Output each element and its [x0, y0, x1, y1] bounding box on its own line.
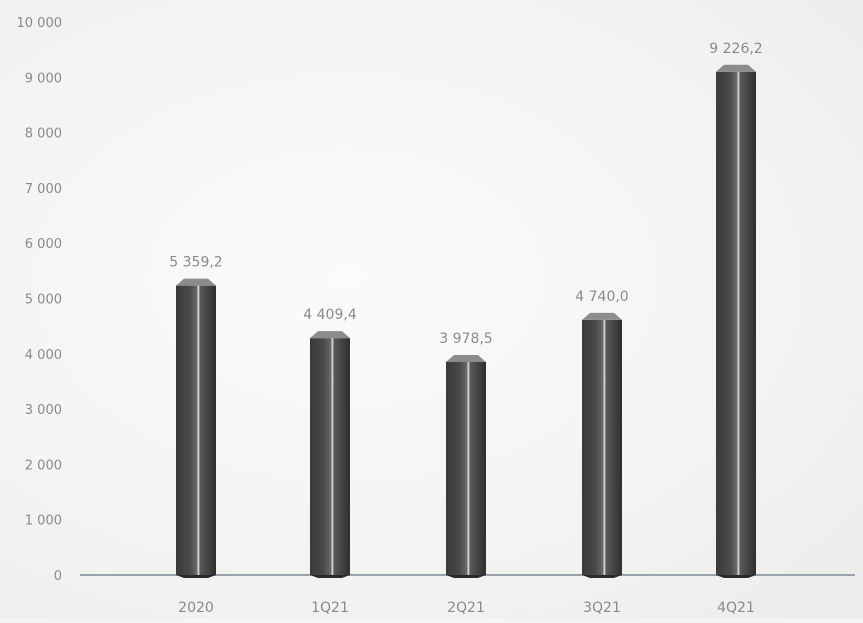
y-tick-label: 2 000 — [25, 458, 62, 473]
x-tick-label: 2020 — [178, 600, 214, 616]
bar-base — [176, 575, 216, 578]
bar-face — [310, 338, 350, 575]
bar-top — [446, 355, 486, 362]
y-tick-label: 4 000 — [25, 348, 62, 363]
bar-top — [716, 65, 756, 72]
x-tick-label: 1Q21 — [311, 600, 349, 616]
bar-face — [582, 320, 622, 575]
data-label: 3 978,5 — [439, 331, 492, 347]
bar-base — [310, 575, 350, 578]
bar-base — [582, 575, 622, 578]
y-tick-label: 9 000 — [25, 71, 62, 86]
y-tick-label: 1 000 — [25, 514, 62, 529]
data-label: 4 740,0 — [575, 289, 628, 305]
y-tick-label: 8 000 — [25, 127, 62, 142]
y-tick-label: 6 000 — [25, 237, 62, 252]
y-tick-label: 3 000 — [25, 403, 62, 418]
bars — [176, 65, 756, 578]
x-axis-ticks: 2020 1Q21 2Q21 3Q21 4Q21 — [178, 600, 755, 616]
y-tick-label: 0 — [54, 569, 62, 584]
bar-face — [716, 72, 756, 575]
x-tick-label: 2Q21 — [447, 600, 485, 616]
bar-base — [716, 575, 756, 578]
bar-top — [582, 313, 622, 320]
bar — [716, 65, 756, 578]
x-tick-label: 4Q21 — [717, 600, 755, 616]
bar — [176, 279, 216, 578]
bar-top — [310, 331, 350, 338]
data-label: 5 359,2 — [169, 255, 222, 271]
bar — [446, 355, 486, 578]
bar — [582, 313, 622, 578]
data-label: 4 409,4 — [303, 307, 357, 323]
bar-face — [176, 286, 216, 575]
y-axis-ticks: 0 1 000 2 000 3 000 4 000 5 000 6 000 7 000 8 00… — [17, 16, 63, 584]
y-tick-label: 5 000 — [25, 293, 62, 308]
bar-face — [446, 362, 486, 575]
data-labels: 5 359,2 4 409,4 3 978,5 4 740,0 9 226,2 — [169, 41, 762, 347]
bar — [310, 331, 350, 578]
bar-top — [176, 279, 216, 286]
x-tick-label: 3Q21 — [583, 600, 621, 616]
data-label: 9 226,2 — [709, 41, 762, 57]
y-tick-label: 7 000 — [25, 182, 62, 197]
y-tick-label: 10 000 — [17, 16, 63, 31]
bar-base — [446, 575, 486, 578]
